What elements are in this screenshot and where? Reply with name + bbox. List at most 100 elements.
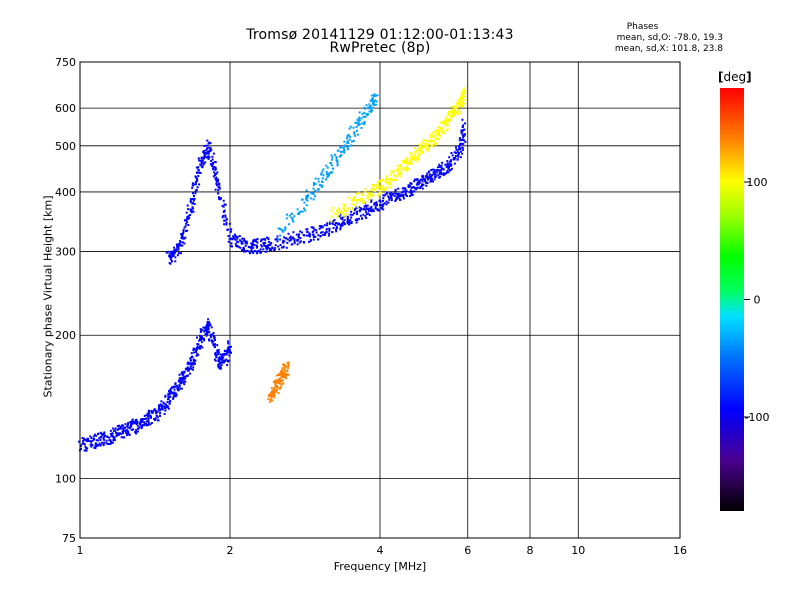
data-point bbox=[124, 423, 127, 426]
data-point bbox=[280, 379, 283, 382]
data-point bbox=[320, 231, 322, 234]
data-point bbox=[364, 204, 367, 207]
data-point bbox=[276, 235, 279, 238]
data-point bbox=[97, 439, 99, 442]
data-point bbox=[436, 166, 439, 169]
data-point bbox=[142, 418, 144, 420]
data-point bbox=[168, 253, 171, 256]
data-point bbox=[215, 182, 218, 185]
data-point bbox=[327, 173, 330, 176]
data-point bbox=[192, 192, 194, 195]
data-point bbox=[116, 433, 119, 436]
data-point bbox=[150, 409, 153, 412]
data-point bbox=[448, 156, 451, 159]
data-point bbox=[206, 152, 208, 155]
data-point bbox=[412, 153, 415, 156]
data-point bbox=[192, 210, 195, 213]
data-point bbox=[408, 161, 411, 164]
data-point bbox=[180, 236, 183, 239]
data-point bbox=[352, 140, 355, 142]
data-point bbox=[340, 150, 342, 153]
data-point bbox=[394, 175, 397, 178]
data-point bbox=[461, 149, 464, 152]
data-point bbox=[138, 421, 141, 424]
data-point bbox=[446, 124, 449, 127]
phase-stats-title: Phases bbox=[626, 22, 659, 32]
data-point bbox=[218, 356, 221, 359]
data-point bbox=[285, 246, 288, 249]
data-point bbox=[217, 192, 220, 195]
data-point bbox=[189, 210, 192, 212]
data-point bbox=[183, 380, 186, 383]
data-point bbox=[85, 440, 88, 443]
data-point bbox=[380, 184, 383, 187]
data-point bbox=[197, 157, 200, 160]
data-point bbox=[354, 134, 357, 137]
data-point bbox=[365, 213, 368, 216]
data-point bbox=[117, 434, 120, 436]
data-point bbox=[387, 183, 390, 186]
data-point bbox=[91, 444, 94, 447]
data-point bbox=[297, 234, 300, 237]
data-point bbox=[187, 224, 190, 226]
data-point bbox=[427, 143, 430, 146]
data-point bbox=[275, 381, 278, 384]
data-point bbox=[442, 174, 445, 177]
data-point bbox=[371, 187, 374, 190]
data-point bbox=[215, 356, 218, 359]
data-point bbox=[458, 152, 460, 154]
data-point bbox=[105, 442, 108, 445]
data-point bbox=[373, 190, 376, 193]
data-point bbox=[292, 220, 295, 223]
data-point bbox=[406, 160, 409, 163]
data-point bbox=[330, 164, 333, 167]
data-point bbox=[380, 178, 383, 181]
data-point bbox=[371, 109, 373, 112]
data-point bbox=[209, 333, 212, 336]
data-point bbox=[410, 162, 413, 165]
data-point bbox=[205, 144, 208, 147]
data-point bbox=[255, 245, 258, 248]
data-point bbox=[396, 196, 398, 199]
data-point bbox=[367, 212, 370, 215]
data-point bbox=[101, 441, 104, 444]
data-point bbox=[382, 194, 385, 197]
data-point bbox=[460, 132, 463, 135]
data-point bbox=[312, 184, 315, 187]
data-point bbox=[140, 418, 143, 421]
data-point bbox=[180, 234, 183, 237]
data-point bbox=[454, 154, 457, 157]
data-point bbox=[285, 237, 288, 240]
data-point bbox=[122, 424, 125, 427]
data-point bbox=[225, 350, 228, 353]
data-point bbox=[196, 348, 199, 351]
data-point bbox=[364, 115, 367, 118]
data-point bbox=[388, 177, 391, 180]
data-point bbox=[131, 422, 134, 425]
data-point bbox=[167, 392, 170, 395]
data-point bbox=[226, 351, 229, 354]
data-point bbox=[270, 387, 273, 390]
data-point bbox=[461, 146, 464, 149]
data-point bbox=[334, 153, 336, 156]
data-point bbox=[100, 435, 103, 438]
data-point bbox=[120, 425, 122, 428]
data-point bbox=[421, 174, 424, 177]
data-point bbox=[131, 418, 134, 421]
data-point bbox=[184, 377, 187, 379]
data-point bbox=[148, 414, 151, 417]
data-point bbox=[393, 174, 396, 176]
data-point bbox=[279, 380, 282, 383]
data-point bbox=[274, 238, 277, 241]
data-point bbox=[203, 144, 206, 147]
data-point bbox=[360, 127, 363, 129]
data-point bbox=[454, 106, 456, 109]
data-point bbox=[410, 157, 413, 160]
data-point bbox=[95, 434, 98, 437]
data-point bbox=[457, 103, 460, 105]
data-point bbox=[200, 339, 202, 342]
data-point bbox=[461, 105, 464, 108]
data-point bbox=[156, 416, 159, 419]
data-point bbox=[183, 219, 186, 222]
